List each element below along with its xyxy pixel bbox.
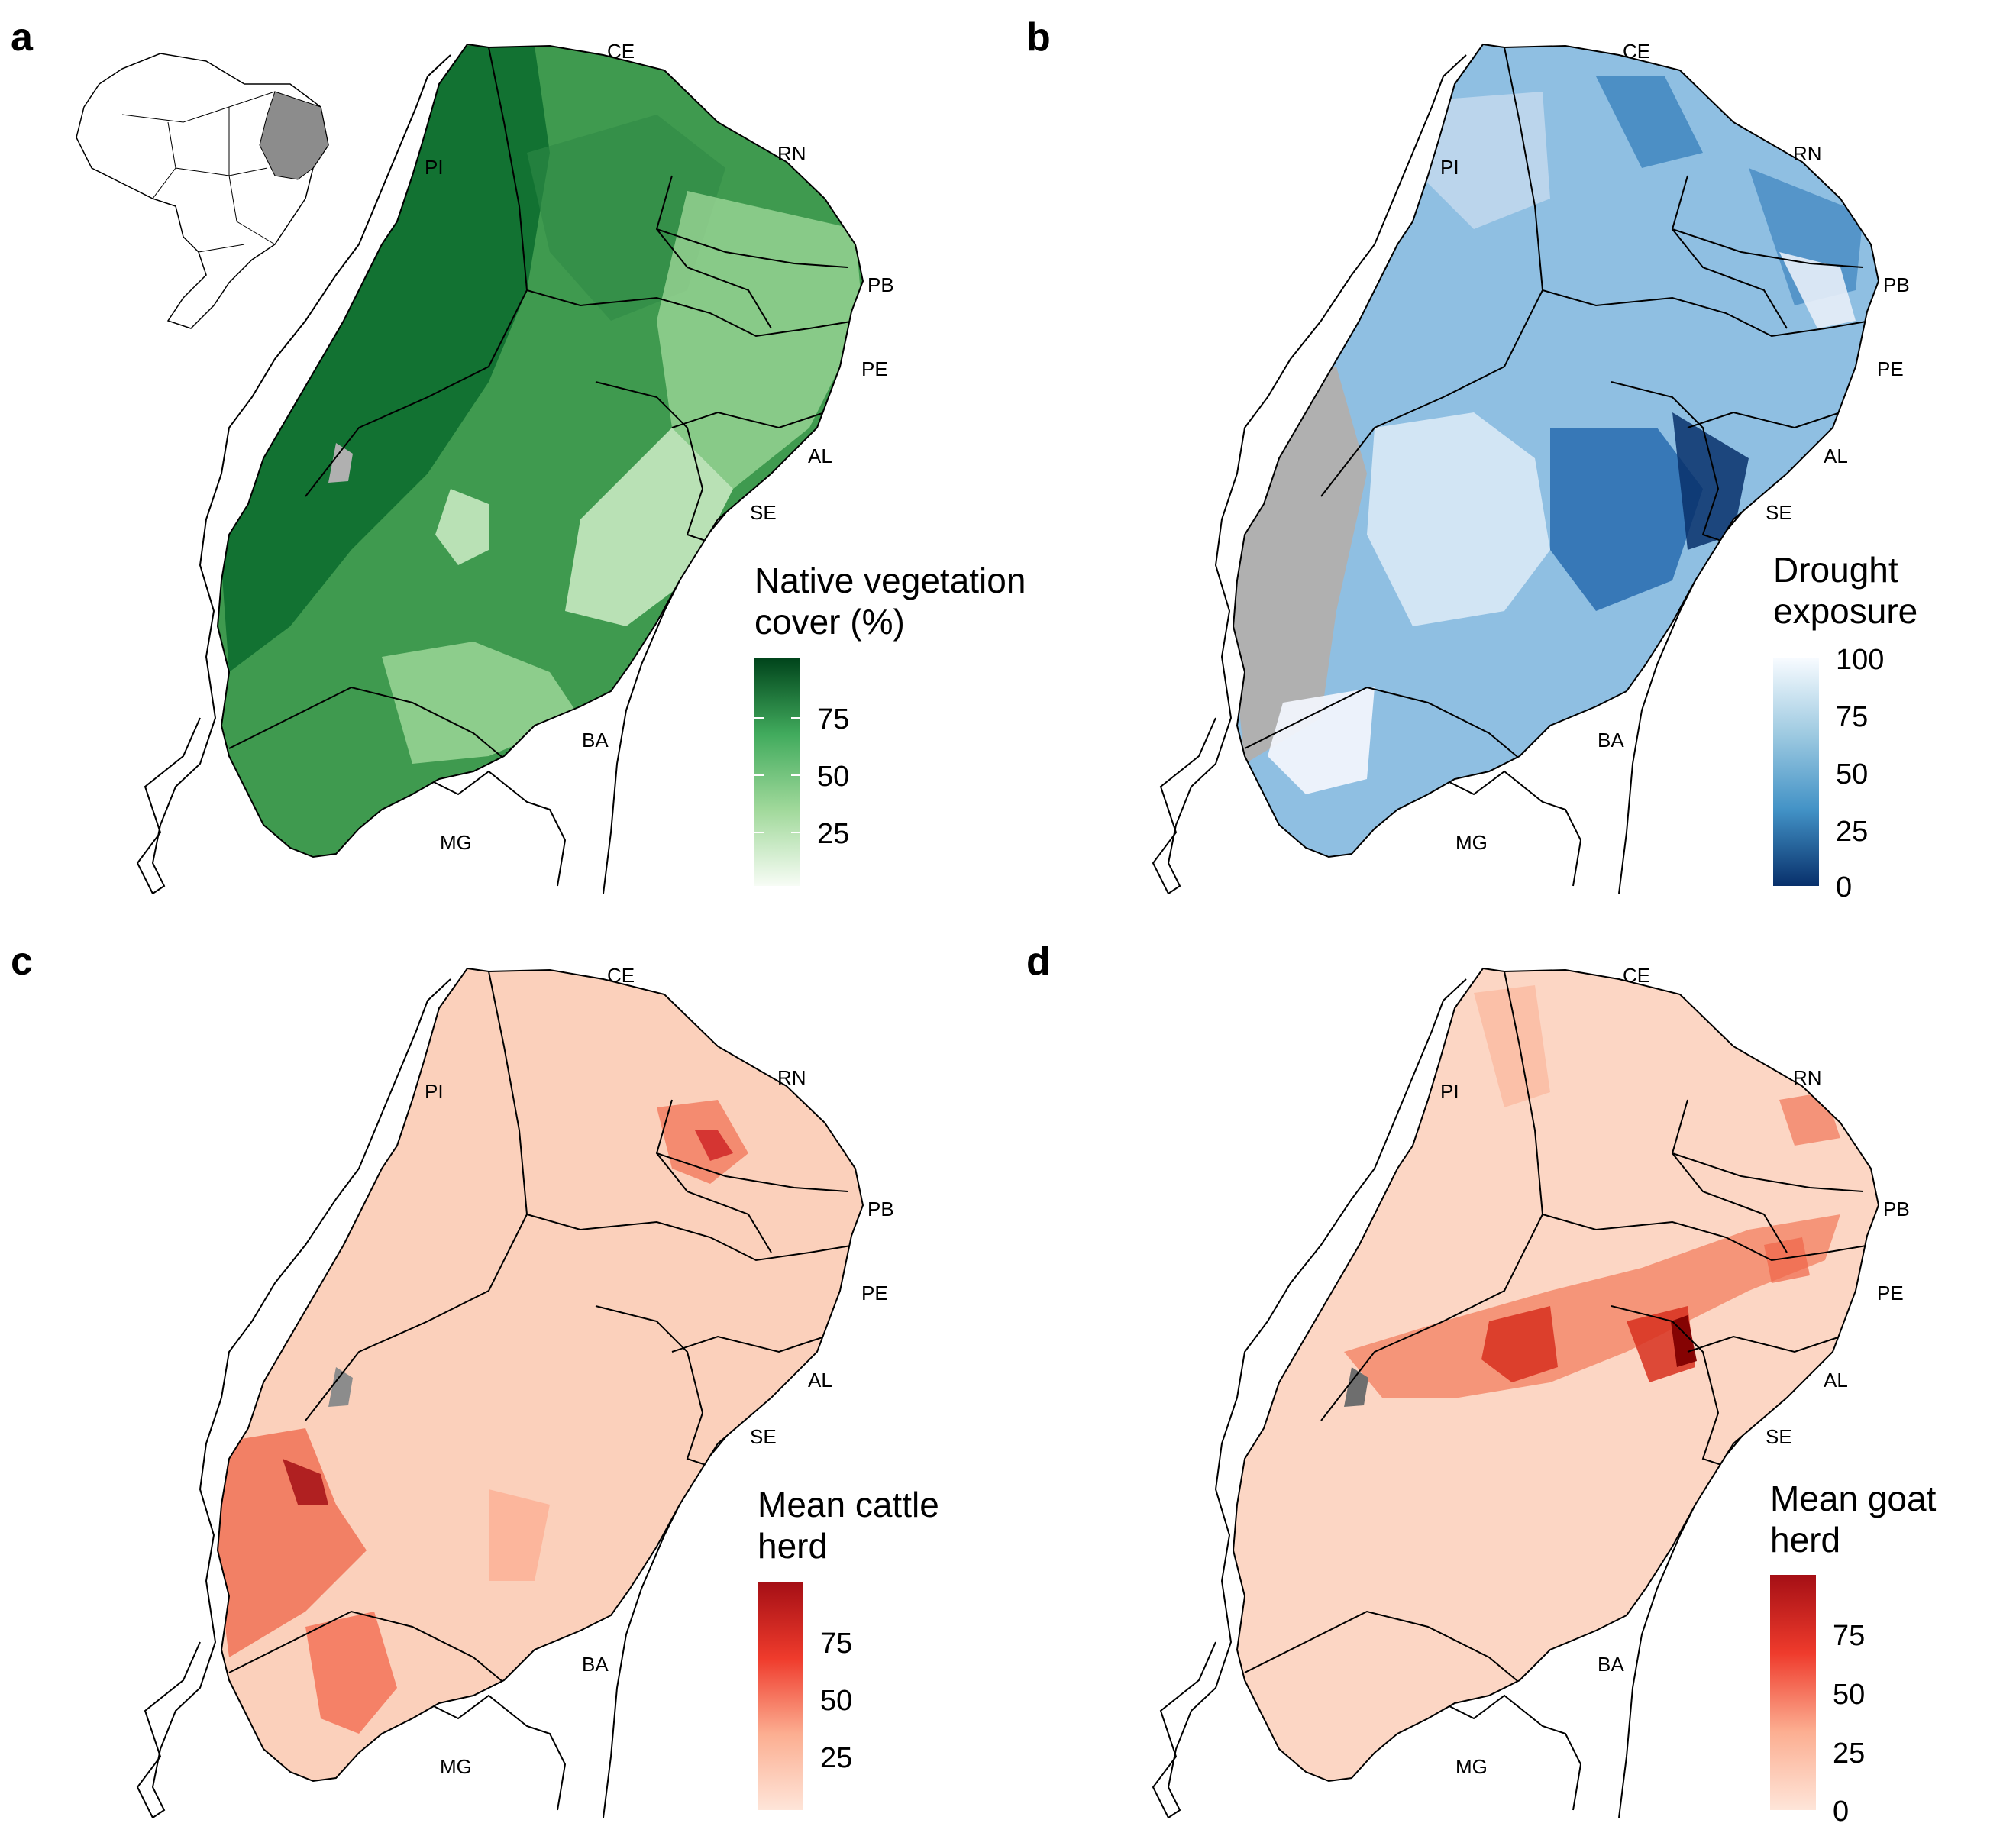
state-label-pb: PB — [1883, 273, 1910, 296]
legend: Mean goat herd 75 50 25 0 — [1770, 1479, 1937, 1828]
legend-colorbar — [758, 1582, 803, 1810]
state-labels: CE RN PI PB PE AL SE BA MG — [425, 40, 894, 854]
state-label-pi: PI — [1440, 1080, 1459, 1103]
state-label-mg: MG — [1455, 831, 1488, 854]
state-label-rn: RN — [1793, 142, 1822, 165]
legend-tick-label: 0 — [1836, 871, 1852, 904]
legend-title-line-1: Native vegetation — [754, 561, 1026, 600]
state-label-pb: PB — [1883, 1198, 1910, 1220]
legend-tick-label: 25 — [1836, 816, 1868, 848]
state-label-se: SE — [1766, 501, 1792, 524]
panel-c: c — [11, 939, 939, 1818]
panel-letter: b — [1026, 15, 1051, 60]
state-label-rn: RN — [777, 142, 806, 165]
choropleth-map — [1233, 968, 1879, 1782]
state-labels: CE RN PI PB PE AL SE BA MG — [1440, 40, 1910, 854]
state-label-pi: PI — [425, 1080, 444, 1103]
choropleth-map — [217, 44, 864, 858]
state-label-rn: RN — [777, 1066, 806, 1089]
inset-brazil-map — [76, 53, 329, 329]
state-label-al: AL — [808, 1369, 832, 1392]
state-label-pe: PE — [1877, 1282, 1904, 1304]
state-label-mg: MG — [440, 1755, 472, 1778]
state-label-al: AL — [1824, 1369, 1848, 1392]
legend-colorbar — [1773, 658, 1819, 886]
state-label-ce: CE — [1623, 964, 1650, 987]
legend-title-line-2: cover (%) — [754, 602, 905, 642]
legend-tick-label: 100 — [1836, 644, 1884, 676]
legend: Native vegetation cover (%) 75 50 25 — [754, 561, 1026, 886]
legend-tick-label: 75 — [817, 703, 849, 735]
state-label-ce: CE — [1623, 40, 1650, 63]
state-label-ce: CE — [607, 40, 635, 63]
state-labels: CE RN PI PB PE AL SE BA MG — [425, 964, 894, 1778]
state-label-se: SE — [750, 501, 777, 524]
state-label-mg: MG — [440, 831, 472, 854]
legend-title-line-2: exposure — [1773, 591, 1917, 631]
legend-title-line-2: herd — [758, 1526, 828, 1566]
choropleth-map — [217, 968, 864, 1782]
panel-d: d — [1026, 939, 1937, 1828]
legend-tick-label: 50 — [1833, 1679, 1865, 1711]
legend-tick-label: 25 — [1833, 1738, 1865, 1770]
state-label-pe: PE — [861, 357, 888, 380]
legend: Drought exposure 100 75 50 25 0 — [1773, 550, 1917, 904]
state-label-pi: PI — [425, 156, 444, 179]
state-label-pb: PB — [867, 1198, 894, 1220]
panel-b: b — [1026, 15, 1917, 904]
legend-tick-label: 75 — [820, 1628, 852, 1660]
state-label-al: AL — [1824, 445, 1848, 467]
panel-a: a — [11, 15, 1026, 894]
state-labels: CE RN PI PB PE AL SE BA MG — [1440, 964, 1910, 1778]
state-label-ba: BA — [1598, 729, 1624, 752]
state-label-pb: PB — [867, 273, 894, 296]
panel-letter: a — [11, 15, 34, 60]
legend-tick-label: 75 — [1836, 701, 1868, 733]
legend-title-line-2: herd — [1770, 1520, 1840, 1560]
state-label-pe: PE — [1877, 357, 1904, 380]
legend-tick-label: 25 — [817, 818, 849, 850]
legend-colorbar — [754, 658, 800, 886]
legend-title-line-1: Drought — [1773, 550, 1898, 590]
legend-title-line-1: Mean cattle — [758, 1485, 939, 1524]
state-label-al: AL — [808, 445, 832, 467]
legend-tick-label: 50 — [820, 1685, 852, 1717]
legend-tick-label: 75 — [1833, 1620, 1865, 1652]
legend-tick-label: 0 — [1833, 1796, 1849, 1828]
legend: Mean cattle herd 75 50 25 — [758, 1485, 939, 1810]
legend-colorbar — [1770, 1575, 1816, 1810]
state-label-se: SE — [750, 1425, 777, 1448]
state-label-ba: BA — [1598, 1653, 1624, 1676]
state-label-ba: BA — [582, 1653, 609, 1676]
state-label-rn: RN — [1793, 1066, 1822, 1089]
legend-title-line-1: Mean goat — [1770, 1479, 1937, 1518]
state-label-ce: CE — [607, 964, 635, 987]
state-label-ba: BA — [582, 729, 609, 752]
panel-letter: d — [1026, 939, 1051, 984]
state-label-mg: MG — [1455, 1755, 1488, 1778]
legend-tick-label: 25 — [820, 1742, 852, 1774]
state-label-pe: PE — [861, 1282, 888, 1304]
panel-letter: c — [11, 939, 33, 984]
legend-tick-label: 50 — [817, 761, 849, 793]
state-label-se: SE — [1766, 1425, 1792, 1448]
legend-tick-label: 50 — [1836, 758, 1868, 790]
state-label-pi: PI — [1440, 156, 1459, 179]
